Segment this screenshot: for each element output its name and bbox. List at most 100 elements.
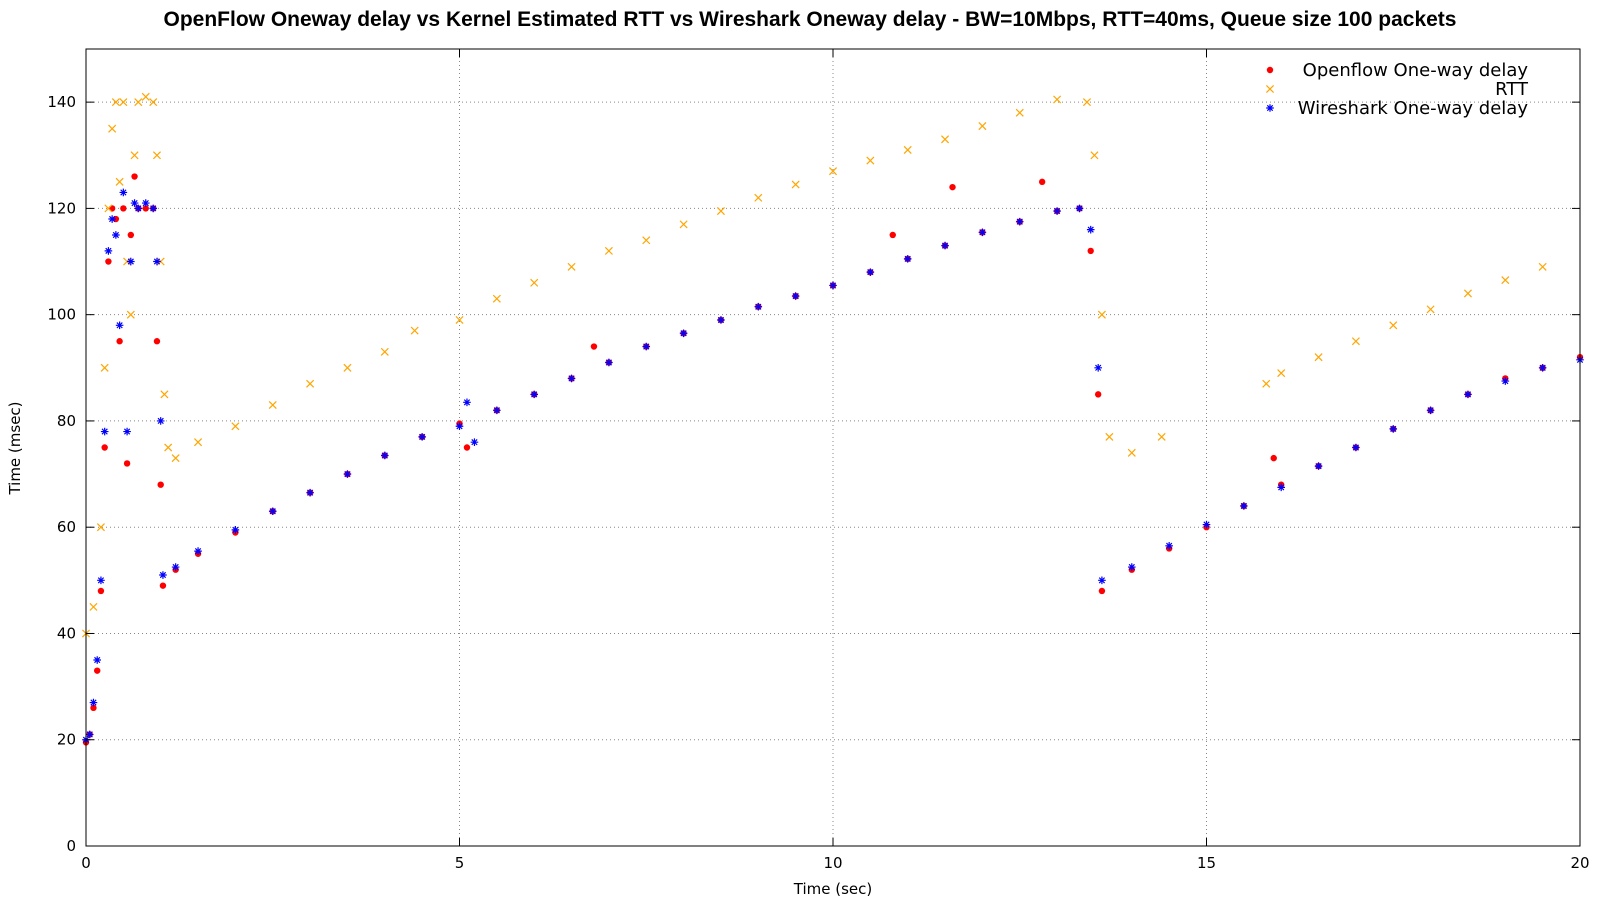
data-point <box>567 374 576 383</box>
data-point <box>903 145 912 154</box>
y-tick-label: 80 <box>57 412 76 430</box>
data-point <box>941 241 949 250</box>
data-point <box>141 92 150 101</box>
data-point <box>1538 262 1547 271</box>
data-point <box>717 316 725 324</box>
data-point <box>1053 95 1062 104</box>
data-point <box>1538 364 1547 372</box>
data-point <box>268 507 277 516</box>
grid-lines <box>86 49 1580 846</box>
x-tick-label: 15 <box>1197 854 1216 872</box>
data-point <box>1352 443 1360 452</box>
data-point <box>231 422 240 431</box>
data-point <box>343 363 352 372</box>
data-point <box>306 379 315 388</box>
data-point <box>159 571 167 579</box>
x-tick-label: 5 <box>455 854 465 872</box>
data-point <box>1501 276 1510 285</box>
data-point <box>306 488 314 497</box>
data-point <box>866 268 875 276</box>
data-point <box>97 587 105 595</box>
data-point <box>828 167 838 176</box>
data-point <box>100 427 109 436</box>
data-point <box>1389 425 1398 433</box>
data-point <box>142 205 149 212</box>
data-point <box>949 183 956 191</box>
data-point <box>866 156 875 165</box>
data-point <box>127 257 135 266</box>
data-point <box>108 124 117 133</box>
y-tick-label: 0 <box>66 837 76 855</box>
y-axis-label: Time (msec) <box>6 401 24 495</box>
y-tick-label: 120 <box>47 199 76 217</box>
data-point <box>90 704 97 712</box>
data-point <box>1426 406 1435 415</box>
legend-marker <box>1265 84 1275 94</box>
data-point <box>1314 462 1323 470</box>
data-point <box>111 98 120 107</box>
data-point <box>492 294 501 303</box>
data-point <box>455 315 464 325</box>
data-point <box>455 422 464 431</box>
data-point <box>194 547 202 555</box>
data-point <box>94 667 101 674</box>
data-point <box>104 204 113 213</box>
data-point <box>381 451 389 460</box>
data-point <box>152 151 161 160</box>
data-point <box>141 199 150 207</box>
data-point <box>978 228 987 237</box>
data-point <box>493 406 501 415</box>
data-point <box>116 338 123 345</box>
data-point <box>171 563 180 571</box>
data-point <box>380 347 389 356</box>
data-point <box>120 205 127 212</box>
data-point <box>1087 247 1094 255</box>
x-tick-label: 10 <box>823 854 842 872</box>
data-point <box>889 231 896 239</box>
data-point <box>171 454 180 463</box>
data-point <box>1501 377 1510 385</box>
data-point <box>791 180 800 189</box>
series-0 <box>82 173 1584 746</box>
data-point <box>642 342 651 351</box>
data-point <box>530 390 538 399</box>
chart-title: OpenFlow Oneway delay vs Kernel Estimate… <box>164 8 1457 31</box>
data-point <box>108 215 116 223</box>
data-point <box>978 122 987 131</box>
y-axis: 0 20 40 60 80 100 120 140 <box>47 93 1580 855</box>
y-tick-label: 140 <box>47 93 76 111</box>
data-point <box>343 470 352 478</box>
data-point <box>1105 432 1114 441</box>
data-point <box>85 730 94 739</box>
data-point <box>1128 563 1136 571</box>
data-point <box>716 207 725 216</box>
data-point <box>1090 151 1099 160</box>
data-point <box>418 433 426 441</box>
data-point <box>1038 178 1046 186</box>
data-point <box>1157 432 1166 441</box>
data-point <box>156 417 165 425</box>
data-point <box>1097 310 1106 319</box>
data-point <box>829 281 837 290</box>
data-point <box>149 204 158 213</box>
data-point <box>1098 576 1106 585</box>
data-point <box>1463 289 1472 298</box>
data-point <box>149 98 158 107</box>
y-tick-label: 20 <box>57 731 76 749</box>
y-tick-label: 100 <box>47 306 76 324</box>
data-point <box>903 255 912 263</box>
data-point <box>101 444 108 451</box>
data-point <box>100 363 109 372</box>
data-point <box>131 173 138 180</box>
data-point <box>567 262 576 271</box>
data-point <box>679 220 688 229</box>
data-point <box>134 204 143 213</box>
data-point <box>153 338 161 345</box>
data-point <box>119 188 128 197</box>
x-axis: 0 5 10 15 20 <box>81 49 1590 872</box>
data-point <box>153 257 161 266</box>
data-point <box>1277 369 1286 378</box>
data-point <box>1165 541 1173 550</box>
